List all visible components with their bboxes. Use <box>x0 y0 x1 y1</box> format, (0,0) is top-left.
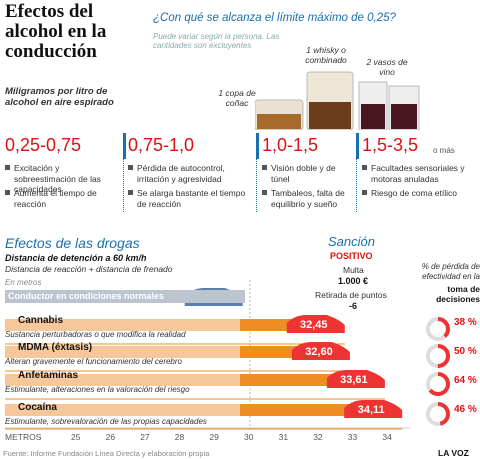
label-wine: 2 vasos de vino <box>366 57 408 77</box>
loss-circle-arc <box>426 402 450 426</box>
drug-bar-base <box>5 404 240 416</box>
axis-tick-label: 29 <box>209 432 219 442</box>
sanction-status: POSITIVO <box>330 251 373 261</box>
loss-circle-arc <box>426 317 450 341</box>
question: ¿Con qué se alcanza el límite máximo de … <box>153 12 396 24</box>
axis-tick-label: 30 <box>244 432 254 442</box>
detention-label: Distancia de detención a 60 km/h <box>5 253 147 263</box>
wine-glasses-image <box>358 81 420 130</box>
subtitle: Miligramos por litro de alcohol en aire … <box>5 86 114 108</box>
normal-driver-bar <box>5 290 245 303</box>
car-value-label: 33,61 <box>340 374 368 386</box>
drinks-illustration <box>255 71 420 130</box>
separator <box>256 134 257 212</box>
separator <box>356 134 357 212</box>
label-cognac: 1 copa de coñac <box>218 88 256 108</box>
loss-circle-arc <box>426 372 450 396</box>
effect-item: Riesgo de coma etílico <box>362 188 477 199</box>
effect-item: Se alarga bastante el tiempo de reacción <box>128 188 253 209</box>
drug-desc: Estimulante, sobrevaloración de las prop… <box>5 417 207 426</box>
drug-name: Anfetaminas <box>18 370 79 381</box>
question-note: Puede variar según la persona. Las canti… <box>153 32 280 50</box>
effect-item: Pérdida de autocontrol, irritación y agr… <box>128 163 253 184</box>
normal-driver-label: Conductor en condiciones normales <box>8 291 165 301</box>
label-whisky: 1 whisky o combinado <box>305 45 347 65</box>
loss-pct: 50 % <box>454 346 477 357</box>
car-marker <box>326 370 385 388</box>
separator <box>123 134 124 212</box>
range-value: 1,0-1,5 <box>262 135 319 155</box>
axis-tick-label: 25 <box>71 432 81 442</box>
car-marker <box>286 315 345 333</box>
effect-item: Tambaleos, falta de equilibrio y sueño <box>262 188 352 209</box>
effect-item: Visión doble y de túnel <box>262 163 352 184</box>
points-label: Retirada de puntos <box>315 290 387 300</box>
loss-pct: 64 % <box>454 375 477 386</box>
page-title: Efectos del alcohol en la conducción <box>5 1 107 62</box>
drug-desc: Estimulante, alteraciones en la valoraci… <box>5 385 190 394</box>
drug-desc: Sustancia perturbadoras o que modifica l… <box>5 330 186 339</box>
drug-desc: Alteran gravemente el funcionamiento del… <box>5 357 182 366</box>
fine-value: 1.000 € <box>338 276 369 286</box>
axis-tick-label: 32 <box>313 432 323 442</box>
loss-pct: 38 % <box>454 317 477 328</box>
axis-tick-label: 33 <box>347 432 358 442</box>
effect-item: Aumenta el tiempo de reacción <box>5 188 120 209</box>
axis-tick-label: 34 <box>382 432 392 442</box>
points-value: -6 <box>349 301 358 311</box>
drug-bar-base <box>5 374 240 386</box>
car-value-label: 34,11 <box>358 404 385 416</box>
axis-tick-label: 28 <box>174 432 185 442</box>
axis-tick-label: 27 <box>140 432 150 442</box>
unit-label: En metros <box>5 278 42 287</box>
sanction-title: Sanción <box>328 234 375 249</box>
whisky-glass-image <box>306 71 354 130</box>
range-marker <box>123 133 126 159</box>
drug-bar-base <box>5 346 240 358</box>
car-value-label: 32,60 <box>305 346 333 358</box>
effect-item: Excitación y sobreestimación de las capa… <box>5 163 120 195</box>
car-marker <box>344 400 403 418</box>
effect-item: Facultades sensoriales y motoras anulada… <box>362 163 477 184</box>
fine-label: Multa <box>343 265 364 275</box>
loss-header: % de pérdida de efectividad en la <box>421 262 480 281</box>
range-value: 0,75-1,0 <box>128 135 195 155</box>
range-suffix: o más <box>433 146 455 155</box>
drug-name: MDMA (éxtasis) <box>18 342 93 353</box>
range-value: 1,5-3,5 <box>362 135 419 155</box>
drugs-title: Efectos de las drogas <box>5 235 140 251</box>
range-marker <box>256 133 259 159</box>
drug-name: Cannabis <box>18 315 64 326</box>
car-value-label: 32,45 <box>300 319 328 331</box>
range-marker <box>356 133 359 159</box>
axis-label: METROS <box>5 432 42 442</box>
loss-header-bold: toma de decisiones <box>436 284 480 304</box>
label-beer: 2 cervezas <box>419 67 461 77</box>
drug-bar-base <box>5 319 240 331</box>
brand-logo: LA VOZ <box>438 448 469 458</box>
car-marker <box>291 342 350 360</box>
source-footer: Fuente: Informe Fundación Línea Directa … <box>3 449 210 458</box>
loss-pct: 46 % <box>454 404 477 415</box>
detention-formula: Distancia de reacción + distancia de fre… <box>5 264 173 274</box>
loss-circle-arc <box>426 344 450 368</box>
cognac-glass-image <box>255 99 304 130</box>
axis-tick-label: 26 <box>105 432 116 442</box>
axis-tick-label: 31 <box>278 432 289 442</box>
range-value: 0,25-0,75 <box>5 135 82 155</box>
drug-name: Cocaína <box>18 402 57 413</box>
